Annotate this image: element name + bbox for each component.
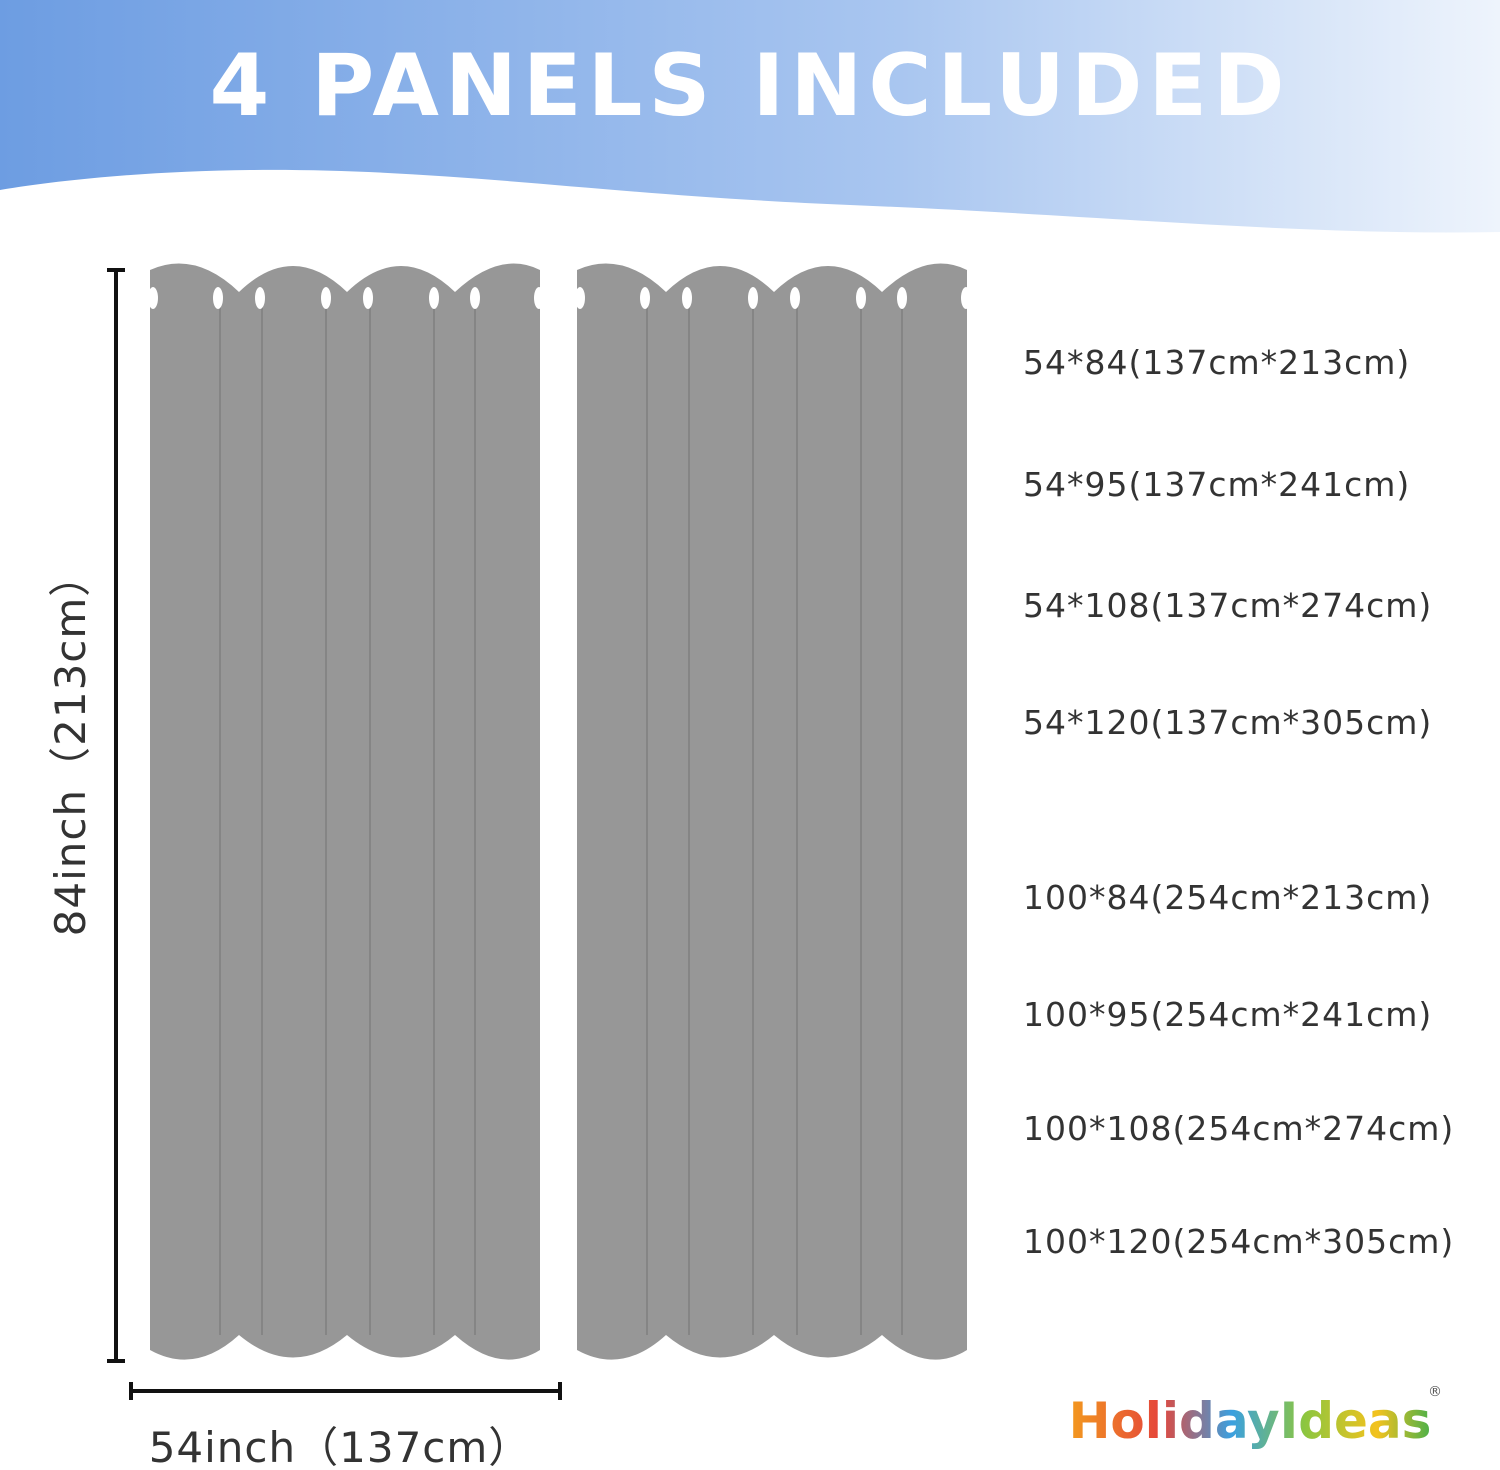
grommet	[213, 287, 223, 309]
size-option: 54*84(137cm*213cm)	[1023, 343, 1410, 382]
grommet	[321, 287, 331, 309]
width-label: 54inch（137cm）	[149, 1423, 532, 1470]
grommet	[790, 287, 800, 309]
grommet	[961, 287, 971, 309]
grommet	[470, 287, 480, 309]
size-option: 54*95(137cm*241cm)	[1023, 465, 1410, 504]
size-option: 100*84(254cm*213cm)	[1023, 878, 1432, 917]
size-option: 100*95(254cm*241cm)	[1023, 995, 1432, 1034]
grommet	[897, 287, 907, 309]
brand-name: HolidayIdeas	[1069, 1392, 1432, 1450]
grommet	[682, 287, 692, 309]
grommet	[534, 287, 544, 309]
size-option: 54*108(137cm*274cm)	[1023, 586, 1432, 625]
grommet	[429, 287, 439, 309]
grommet	[856, 287, 866, 309]
header-banner	[0, 0, 1500, 233]
height-label: 84inch（213cm）	[46, 554, 95, 937]
height-dimension	[107, 268, 125, 1363]
grommet	[255, 287, 265, 309]
brand-mark: ®	[1428, 1384, 1442, 1400]
width-dimension	[129, 1382, 562, 1400]
grommet	[748, 287, 758, 309]
title: 4 PANELS INCLUDED	[209, 36, 1290, 136]
curtain-panel	[577, 263, 967, 1360]
grommet	[640, 287, 650, 309]
curtains	[148, 263, 971, 1360]
size-option: 100*120(254cm*305cm)	[1023, 1222, 1454, 1261]
size-option: 54*120(137cm*305cm)	[1023, 703, 1432, 742]
grommet	[148, 287, 158, 309]
curtain-panel	[150, 263, 540, 1360]
size-option: 100*108(254cm*274cm)	[1023, 1109, 1454, 1148]
size-list: 54*84(137cm*213cm) 54*95(137cm*241cm) 54*1…	[1023, 343, 1454, 1261]
grommet	[575, 287, 585, 309]
grommet	[363, 287, 373, 309]
